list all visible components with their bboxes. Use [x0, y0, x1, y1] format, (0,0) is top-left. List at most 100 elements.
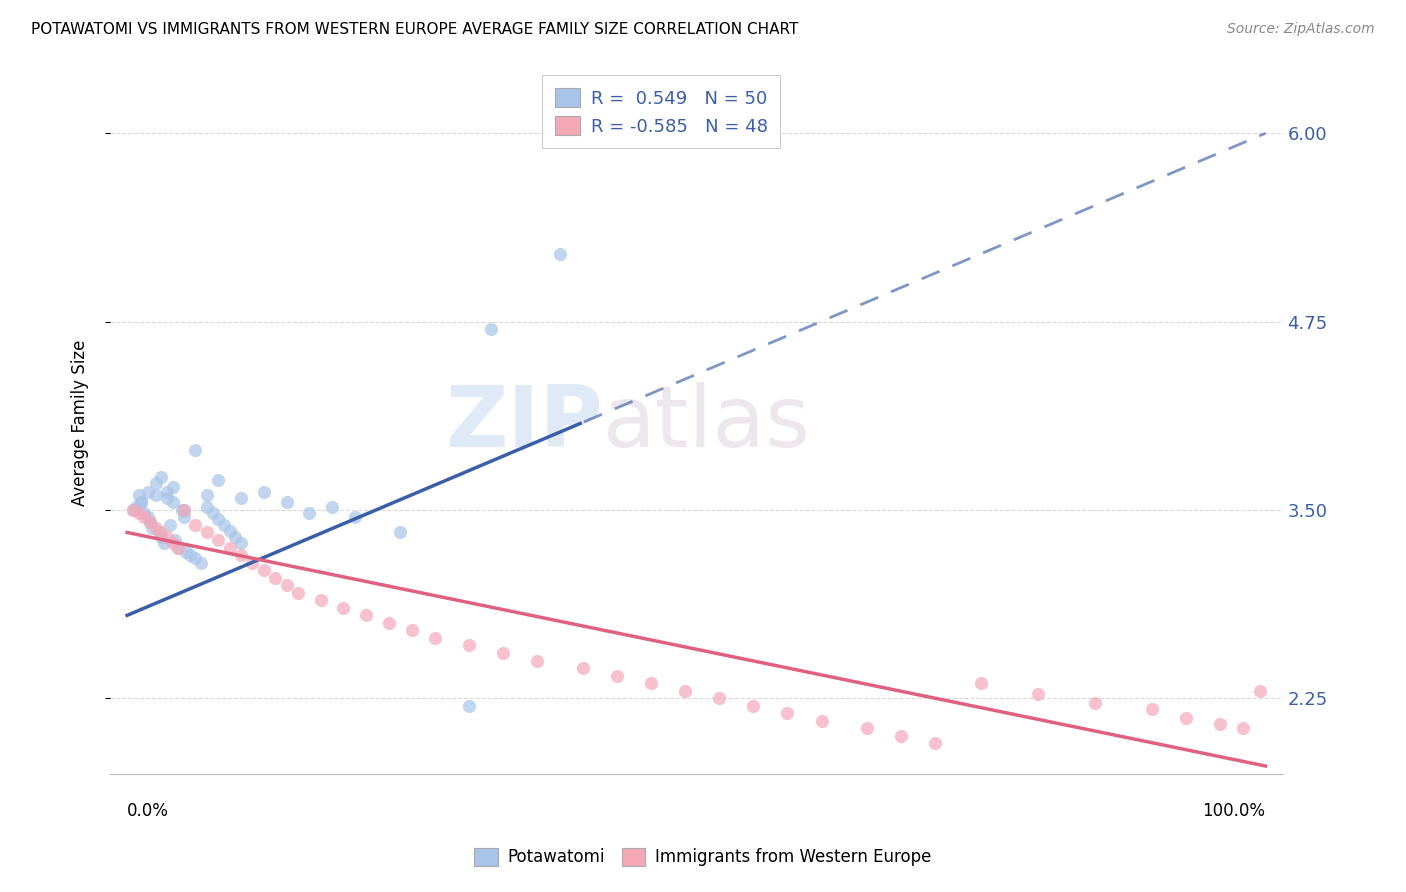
Point [240, 556, 263, 570]
Point [159, 518, 181, 533]
Point [423, 631, 446, 645]
Text: ZIP: ZIP [444, 382, 603, 465]
Point [229, 491, 252, 505]
Point [163, 533, 186, 547]
Point [924, 736, 946, 750]
Point [152, 536, 174, 550]
Point [162, 536, 184, 550]
Point [218, 524, 240, 538]
Point [481, 322, 503, 336]
Point [457, 698, 479, 713]
Point [810, 714, 832, 728]
Point [212, 518, 235, 533]
Point [548, 246, 571, 260]
Point [136, 510, 159, 524]
Point [173, 503, 195, 517]
Point [201, 506, 224, 520]
Point [1232, 722, 1254, 736]
Text: atlas: atlas [603, 382, 810, 465]
Point [354, 608, 377, 623]
Point [298, 506, 321, 520]
Point [173, 503, 195, 517]
Point [139, 515, 162, 529]
Point [276, 578, 298, 592]
Point [141, 521, 163, 535]
Point [1140, 702, 1163, 716]
Point [129, 495, 152, 509]
Point [229, 548, 252, 562]
Point [190, 556, 212, 570]
Point [170, 503, 193, 517]
Point [179, 548, 201, 562]
Point [145, 488, 167, 502]
Legend: Potawatomi, Immigrants from Western Europe: Potawatomi, Immigrants from Western Euro… [468, 841, 938, 873]
Point [148, 525, 170, 540]
Point [856, 722, 879, 736]
Point [145, 475, 167, 490]
Point [321, 500, 343, 514]
Point [134, 510, 156, 524]
Point [287, 586, 309, 600]
Point [1249, 683, 1271, 698]
Point [125, 500, 148, 514]
Point [195, 500, 218, 514]
Point [156, 530, 179, 544]
Point [195, 488, 218, 502]
Point [1084, 696, 1107, 710]
Point [606, 668, 628, 682]
Point [224, 530, 246, 544]
Point [121, 503, 143, 517]
Point [571, 661, 593, 675]
Point [167, 541, 190, 555]
Text: 0.0%: 0.0% [127, 802, 169, 820]
Point [184, 518, 207, 533]
Point [742, 698, 765, 713]
Text: Source: ZipAtlas.com: Source: ZipAtlas.com [1227, 22, 1375, 37]
Point [156, 484, 179, 499]
Point [776, 706, 799, 721]
Point [129, 495, 152, 509]
Point [184, 551, 207, 566]
Point [229, 536, 252, 550]
Point [134, 506, 156, 520]
Point [492, 646, 515, 660]
Point [162, 495, 184, 509]
Point [121, 503, 143, 517]
Point [173, 510, 195, 524]
Point [150, 530, 173, 544]
Point [457, 639, 479, 653]
Point [526, 654, 548, 668]
Point [276, 495, 298, 509]
Point [309, 593, 332, 607]
Point [970, 676, 993, 690]
Point [218, 541, 240, 555]
Y-axis label: Average Family Size: Average Family Size [72, 340, 89, 507]
Point [176, 545, 198, 559]
Point [207, 473, 229, 487]
Point [136, 484, 159, 499]
Point [253, 563, 276, 577]
Point [184, 442, 207, 457]
Point [167, 541, 190, 555]
Point [401, 624, 423, 638]
Point [640, 676, 662, 690]
Point [673, 683, 696, 698]
Point [264, 571, 287, 585]
Point [378, 615, 401, 630]
Point [332, 600, 354, 615]
Point [389, 525, 412, 540]
Point [162, 480, 184, 494]
Point [1026, 687, 1049, 701]
Point [150, 525, 173, 540]
Point [1174, 711, 1197, 725]
Point [890, 729, 912, 743]
Point [253, 484, 276, 499]
Point [145, 521, 167, 535]
Point [128, 488, 150, 502]
Point [150, 469, 173, 483]
Text: POTAWATOMI VS IMMIGRANTS FROM WESTERN EUROPE AVERAGE FAMILY SIZE CORRELATION CHA: POTAWATOMI VS IMMIGRANTS FROM WESTERN EU… [31, 22, 799, 37]
Legend: R =  0.549   N = 50, R = -0.585   N = 48: R = 0.549 N = 50, R = -0.585 N = 48 [541, 75, 780, 148]
Point [156, 491, 179, 505]
Point [207, 512, 229, 526]
Point [139, 515, 162, 529]
